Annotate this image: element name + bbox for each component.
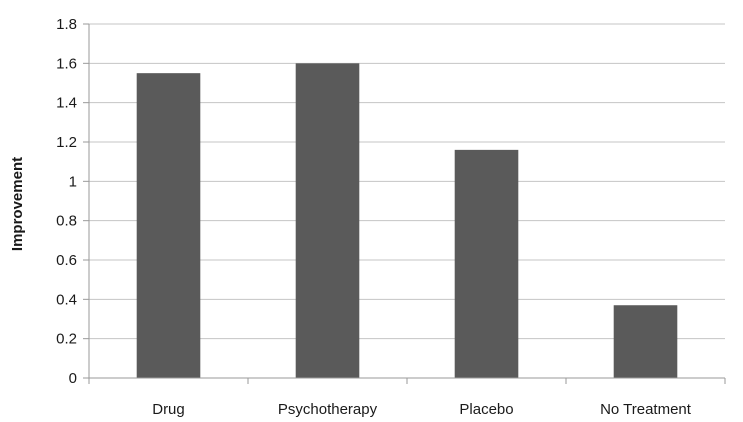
y-tick-label: 1.4 bbox=[56, 95, 77, 112]
y-tick-label: 0.8 bbox=[56, 213, 77, 230]
axes bbox=[83, 23, 726, 384]
x-tick-labels: Drug Psychotherapy Placebo No Treatment bbox=[152, 401, 692, 418]
y-tick-label: 1.8 bbox=[56, 16, 77, 33]
bars bbox=[136, 63, 678, 379]
bar-drug bbox=[136, 73, 201, 379]
bar-placebo bbox=[454, 149, 519, 378]
y-tick-label: 1.6 bbox=[56, 55, 77, 72]
y-tick-label: 1 bbox=[69, 173, 77, 190]
y-tick-label: 0.4 bbox=[56, 291, 77, 308]
y-tick-label: 0.2 bbox=[56, 331, 77, 348]
x-tick-label: Placebo bbox=[459, 401, 513, 418]
y-axis-label: Improvement bbox=[9, 157, 26, 251]
x-tick-label: Drug bbox=[152, 401, 185, 418]
y-tick-label: 0.6 bbox=[56, 252, 77, 269]
y-tick-label: 1.2 bbox=[56, 134, 77, 151]
y-tick-label: 0 bbox=[69, 370, 77, 387]
y-tick-labels: 0 0.2 0.4 0.6 0.8 1 1.2 1.4 1.6 1.8 bbox=[56, 16, 77, 387]
x-tick-label: No Treatment bbox=[600, 401, 692, 418]
bar-no-treatment bbox=[613, 305, 678, 378]
bar-psychotherapy bbox=[295, 63, 360, 378]
x-tick-label: Psychotherapy bbox=[278, 401, 378, 418]
